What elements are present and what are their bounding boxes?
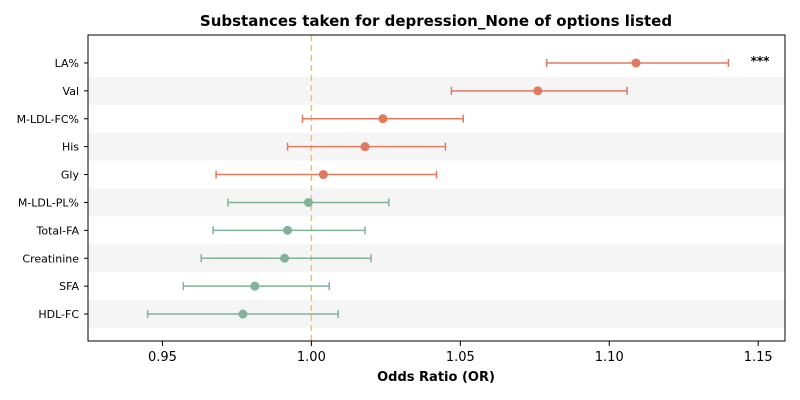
or-point: [303, 197, 313, 207]
forest-row: [450, 86, 628, 96]
y-axis-labels: LA% Val M-LDL-FC% His Gly M-LDL-PL% Total-FA Cr…: [17, 57, 88, 321]
forest-row: [545, 58, 730, 68]
y-tick-label: M-LDL-PL%: [18, 196, 79, 209]
forest-row: [301, 114, 465, 124]
row-band: [88, 188, 785, 217]
forest-row: [215, 170, 438, 180]
forest-row: [146, 309, 339, 319]
forest-row: [227, 197, 390, 207]
row-band: [88, 76, 785, 105]
y-tick-label: Gly: [61, 169, 80, 182]
annotations: ***: [751, 54, 771, 68]
x-tick-label: 0.95: [148, 350, 177, 365]
or-point: [318, 170, 328, 180]
y-tick-label: Total-FA: [35, 224, 79, 237]
forest-row: [200, 253, 372, 263]
y-tick-label: HDL-FC: [38, 308, 79, 321]
or-point: [378, 114, 388, 124]
x-tick-label: 1.05: [446, 350, 475, 365]
or-point: [533, 86, 543, 96]
x-axis-title: Odds Ratio (OR): [377, 370, 495, 385]
row-bands: [88, 76, 785, 328]
chart-title: Substances taken for depression_None of …: [200, 12, 672, 30]
forest-row: [182, 281, 331, 291]
row-band: [88, 244, 785, 273]
or-point: [238, 309, 248, 319]
or-point: [250, 281, 260, 291]
data-marks: [146, 58, 730, 319]
or-point: [283, 225, 293, 235]
y-tick-label: SFA: [59, 280, 79, 293]
forest-row: [286, 142, 447, 152]
x-axis: 0.95 1.00 1.05 1.10 1.15: [148, 341, 773, 365]
x-tick-label: 1.10: [595, 350, 624, 365]
or-point: [360, 142, 370, 152]
or-point: [280, 253, 290, 263]
y-tick-label: LA%: [55, 57, 79, 70]
or-point: [631, 58, 641, 68]
y-tick-label: Val: [63, 85, 79, 98]
y-tick-label: M-LDL-FC%: [17, 113, 79, 126]
plot-frame: [87, 34, 786, 342]
x-tick-label: 1.00: [297, 350, 326, 365]
significance-annotation: ***: [751, 54, 771, 68]
forest-row: [212, 225, 366, 235]
x-tick-label: 1.15: [744, 350, 773, 365]
y-tick-label: His: [62, 141, 79, 154]
y-tick-label: Creatinine: [22, 252, 79, 265]
